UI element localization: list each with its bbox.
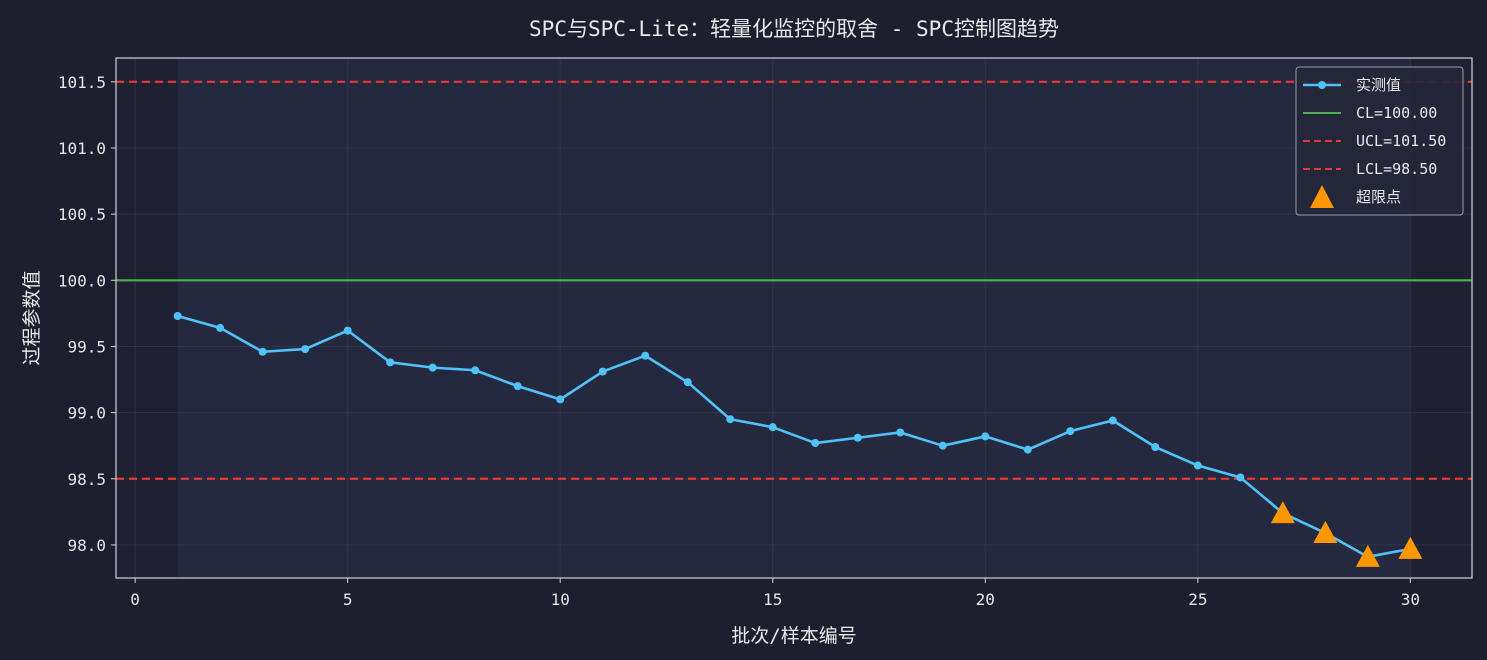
y-tick-label: 99.5 bbox=[67, 337, 106, 356]
legend-swatch-measured-dot bbox=[1318, 81, 1326, 89]
data-point bbox=[1236, 473, 1245, 482]
data-point bbox=[1066, 427, 1075, 436]
x-tick-label: 25 bbox=[1188, 590, 1207, 609]
x-axis-label: 批次/样本编号 bbox=[731, 625, 856, 647]
shaded-sample-range bbox=[177, 58, 1411, 578]
y-tick-label: 101.0 bbox=[58, 139, 106, 158]
data-point bbox=[1108, 416, 1117, 425]
data-point bbox=[556, 395, 565, 404]
data-point bbox=[258, 347, 267, 356]
data-point bbox=[173, 312, 182, 321]
data-point bbox=[726, 415, 735, 424]
data-point bbox=[981, 432, 990, 441]
data-point bbox=[1193, 461, 1202, 470]
y-tick-label: 101.5 bbox=[58, 73, 106, 92]
data-point bbox=[598, 367, 607, 376]
plot-area bbox=[116, 58, 1472, 578]
y-tick-label: 99.0 bbox=[67, 404, 106, 423]
data-point bbox=[811, 439, 820, 448]
y-tick-label: 98.5 bbox=[67, 470, 106, 489]
x-tick-label: 5 bbox=[343, 590, 353, 609]
out-of-control-marker bbox=[1398, 536, 1423, 559]
plot-frame bbox=[115, 57, 1473, 579]
legend-label-out-of-control: 超限点 bbox=[1356, 188, 1401, 206]
legend-swatch-out-of-control bbox=[1310, 185, 1334, 208]
measured-series-line bbox=[177, 314, 1411, 559]
legend: 实测值 CL=100.00 UCL=101.50 LCL=98.50 超限点 bbox=[1295, 66, 1464, 216]
out-of-control-marker bbox=[1313, 521, 1338, 544]
data-point bbox=[471, 366, 480, 375]
data-point bbox=[641, 351, 650, 360]
data-point bbox=[768, 423, 777, 432]
data-point bbox=[386, 358, 395, 367]
control-limit-lines bbox=[116, 80, 1472, 480]
y-axis-ticks: 98.0 98.5 99.0 99.5 100.0 100.5 101.0 101.5 bbox=[58, 73, 116, 555]
chart-title: SPC与SPC-Lite：轻量化监控的取舍 - SPC控制图趋势 bbox=[529, 17, 1059, 41]
x-tick-label: 20 bbox=[976, 590, 995, 609]
legend-box bbox=[1295, 66, 1464, 216]
data-point bbox=[216, 323, 225, 332]
x-tick-label: 10 bbox=[551, 590, 570, 609]
legend-label-cl: CL=100.00 bbox=[1356, 104, 1437, 122]
data-point bbox=[513, 382, 522, 391]
out-of-control-marker bbox=[1270, 501, 1295, 524]
y-axis-label: 过程参数值 bbox=[21, 270, 43, 365]
legend-label-measured: 实测值 bbox=[1356, 76, 1401, 94]
x-axis-ticks: 0 5 10 15 20 25 30 bbox=[130, 578, 1420, 609]
data-point bbox=[938, 441, 947, 450]
x-tick-label: 15 bbox=[763, 590, 782, 609]
data-point bbox=[428, 363, 437, 372]
y-tick-label: 100.5 bbox=[58, 205, 106, 224]
out-of-control-marker bbox=[1355, 544, 1380, 567]
data-point bbox=[1023, 445, 1032, 454]
x-tick-label: 0 bbox=[130, 590, 140, 609]
legend-label-ucl: UCL=101.50 bbox=[1356, 132, 1446, 150]
y-tick-label: 100.0 bbox=[58, 271, 106, 290]
data-point bbox=[343, 326, 352, 335]
data-point bbox=[301, 345, 310, 354]
data-point bbox=[683, 378, 692, 387]
out-of-control-markers bbox=[1270, 501, 1423, 567]
data-point bbox=[1151, 443, 1160, 452]
data-point bbox=[896, 428, 905, 437]
x-tick-label: 30 bbox=[1401, 590, 1420, 609]
y-tick-label: 98.0 bbox=[67, 536, 106, 555]
legend-label-lcl: LCL=98.50 bbox=[1356, 160, 1437, 178]
data-point bbox=[853, 433, 862, 442]
